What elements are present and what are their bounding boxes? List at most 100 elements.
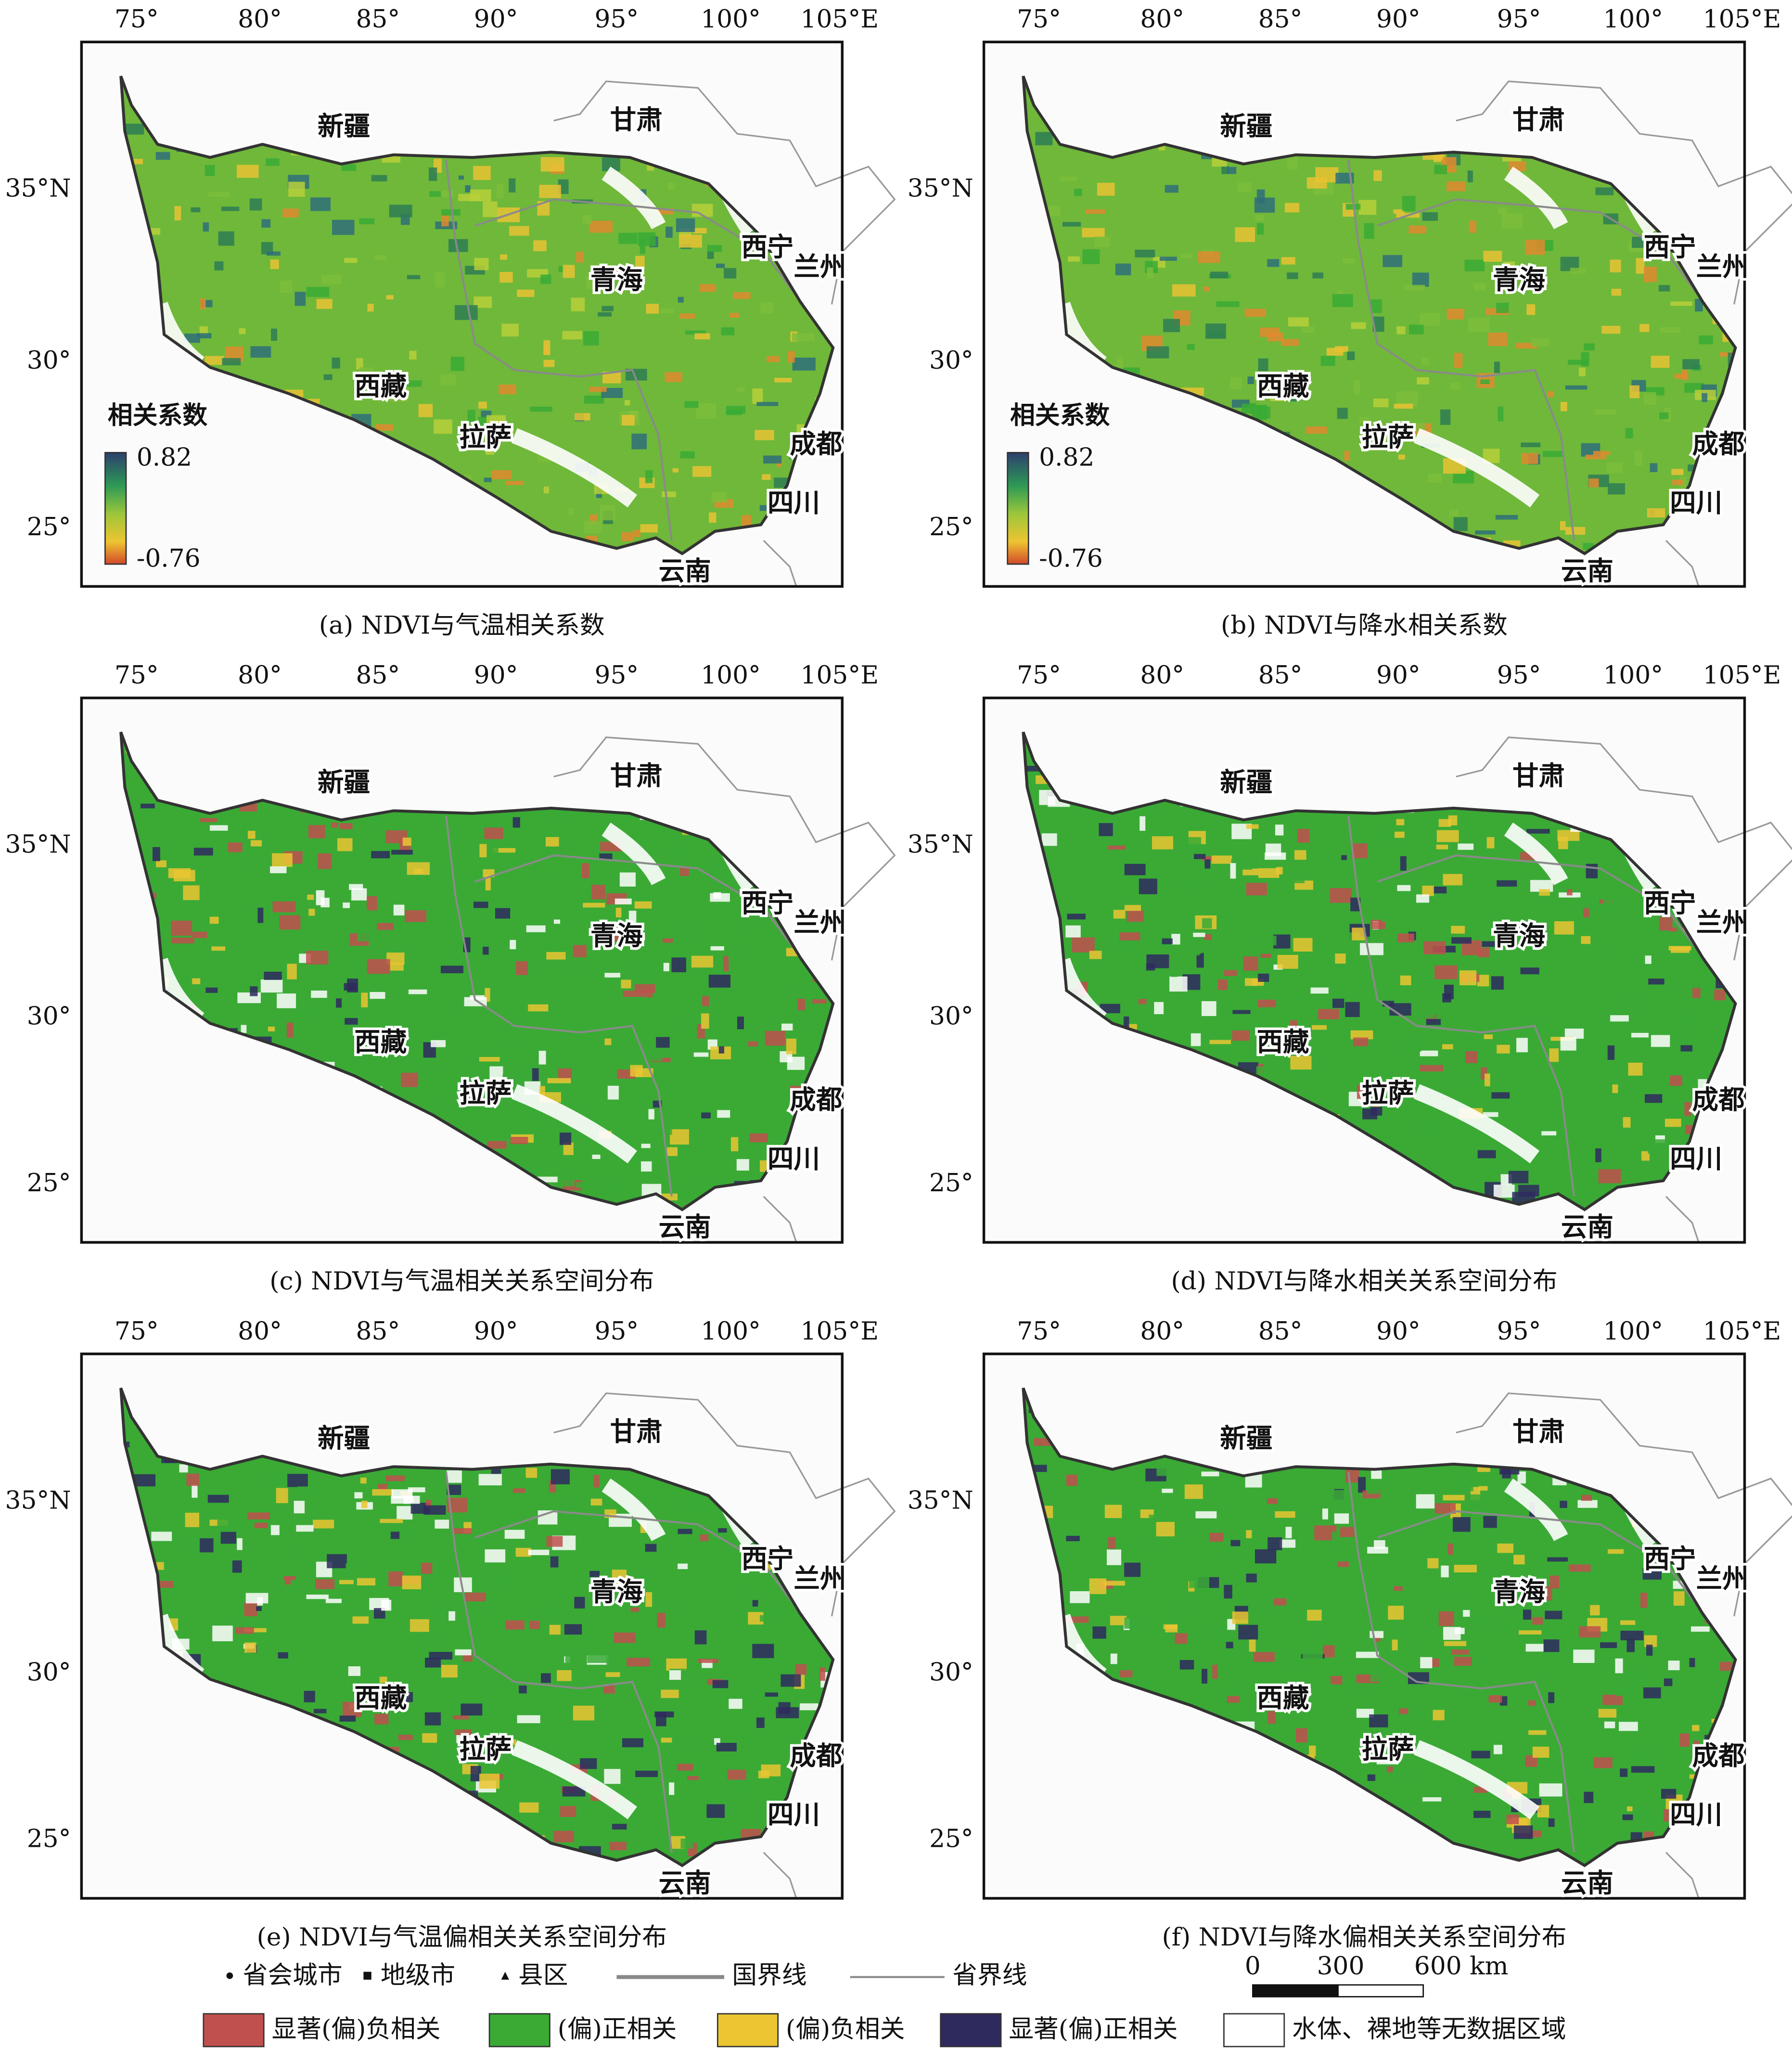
raster-cell — [694, 333, 710, 340]
raster-cell — [670, 1602, 687, 1609]
raster-cell — [361, 1500, 368, 1508]
raster-cell — [505, 1620, 525, 1630]
raster-cell — [315, 1579, 335, 1589]
raster-cell — [589, 220, 613, 233]
raster-cell — [1382, 255, 1403, 267]
province-boundary — [474, 198, 804, 305]
raster-cell — [1216, 301, 1240, 307]
raster-cell — [1089, 1578, 1107, 1594]
raster-cell — [1645, 955, 1651, 964]
raster-cell — [684, 401, 699, 408]
raster-cell — [1275, 1511, 1295, 1518]
raster-cell — [1198, 251, 1220, 263]
raster-cell — [1603, 898, 1626, 914]
raster-cell — [1491, 1092, 1510, 1099]
raster-cell — [456, 1735, 477, 1743]
raster-cell — [1306, 426, 1327, 434]
raster-cell — [1354, 380, 1360, 395]
raster-cell — [721, 327, 735, 335]
raster-cell — [345, 1018, 358, 1025]
raster-cell — [787, 1056, 805, 1070]
raster-cell — [1351, 843, 1368, 859]
raster-cell — [591, 885, 606, 900]
raster-cell — [1473, 1792, 1484, 1806]
raster-cell — [1453, 1517, 1471, 1532]
raster-cell — [1590, 1605, 1600, 1616]
raster-cell — [1634, 451, 1642, 466]
raster-cell — [272, 853, 293, 867]
raster-cell — [1570, 268, 1586, 274]
raster-cell — [1430, 1658, 1439, 1667]
raster-cell — [479, 844, 487, 858]
raster-cell — [1714, 989, 1726, 1001]
colorbar-title: 相关系数 — [1010, 400, 1110, 430]
raster-cell — [1475, 530, 1496, 535]
raster-cell — [424, 1658, 441, 1668]
raster-cell — [474, 258, 489, 271]
raster-cell — [1463, 1610, 1470, 1617]
raster-cell — [1465, 1051, 1478, 1063]
raster-cell — [1189, 944, 1200, 955]
place-label: 青海 — [590, 1576, 643, 1607]
raster-cell — [187, 1538, 202, 1552]
raster-cell — [1448, 815, 1458, 825]
place-label: 甘肃 — [1512, 760, 1565, 791]
colorbar — [104, 451, 127, 565]
raster-cell — [448, 1611, 455, 1621]
raster-cell — [1187, 1523, 1198, 1530]
raster-cell — [504, 1530, 525, 1539]
raster-cell — [1232, 1611, 1249, 1624]
neighbor-boundary — [553, 736, 896, 961]
raster-cell — [602, 306, 614, 311]
raster-cell — [1661, 1789, 1677, 1799]
raster-cell — [1595, 187, 1614, 195]
raster-cell — [1476, 1616, 1492, 1628]
raster-cell — [310, 197, 331, 211]
raster-cell — [624, 400, 630, 406]
raster-cell — [321, 275, 342, 284]
raster-cell — [592, 1154, 601, 1159]
raster-cell — [553, 810, 571, 824]
raster-cell — [627, 1658, 650, 1667]
place-label: 云南 — [659, 1868, 711, 1898]
raster-cell — [661, 1738, 672, 1743]
raster-cell — [718, 1528, 727, 1533]
lat-label: 25° — [27, 1825, 71, 1854]
lon-label: 80° — [238, 5, 282, 34]
raster-cell — [517, 1715, 540, 1724]
raster-cell — [1165, 1624, 1178, 1633]
raster-cell — [346, 1563, 354, 1573]
raster-cell — [1258, 868, 1280, 878]
raster-cell — [1393, 1586, 1403, 1591]
lon-label: 95° — [595, 5, 639, 34]
symbol-capital — [226, 1972, 233, 1979]
raster-cell — [621, 532, 634, 541]
raster-cell — [567, 508, 574, 515]
raster-cell — [550, 1469, 570, 1484]
place-label: 兰州 — [1696, 251, 1749, 282]
place-label: 西宁 — [1644, 232, 1696, 262]
raster-cell — [191, 207, 201, 212]
place-label: 西藏 — [354, 371, 407, 401]
raster-cell — [724, 268, 737, 279]
raster-cell — [1440, 409, 1451, 425]
raster-cell — [430, 868, 451, 874]
raster-cell — [717, 1110, 730, 1118]
raster-cell — [1484, 1034, 1493, 1039]
raster-cell — [205, 165, 215, 176]
colorbar-min: -0.76 — [137, 544, 201, 573]
colorbar-max: 0.82 — [1039, 443, 1094, 472]
raster-cell — [1376, 829, 1395, 844]
raster-cell — [792, 357, 816, 371]
raster-cell — [200, 818, 217, 823]
raster-cell — [441, 209, 461, 216]
province-boundary — [1347, 816, 1575, 1197]
raster-cell — [1290, 1020, 1298, 1029]
raster-cell — [485, 988, 490, 1002]
raster-cell — [1566, 889, 1573, 896]
raster-cell — [1479, 1486, 1488, 1491]
raster-cell — [205, 356, 224, 365]
raster-cell — [415, 1578, 429, 1584]
lat-label: 30° — [929, 1002, 973, 1031]
place-label: 四川 — [768, 487, 820, 518]
